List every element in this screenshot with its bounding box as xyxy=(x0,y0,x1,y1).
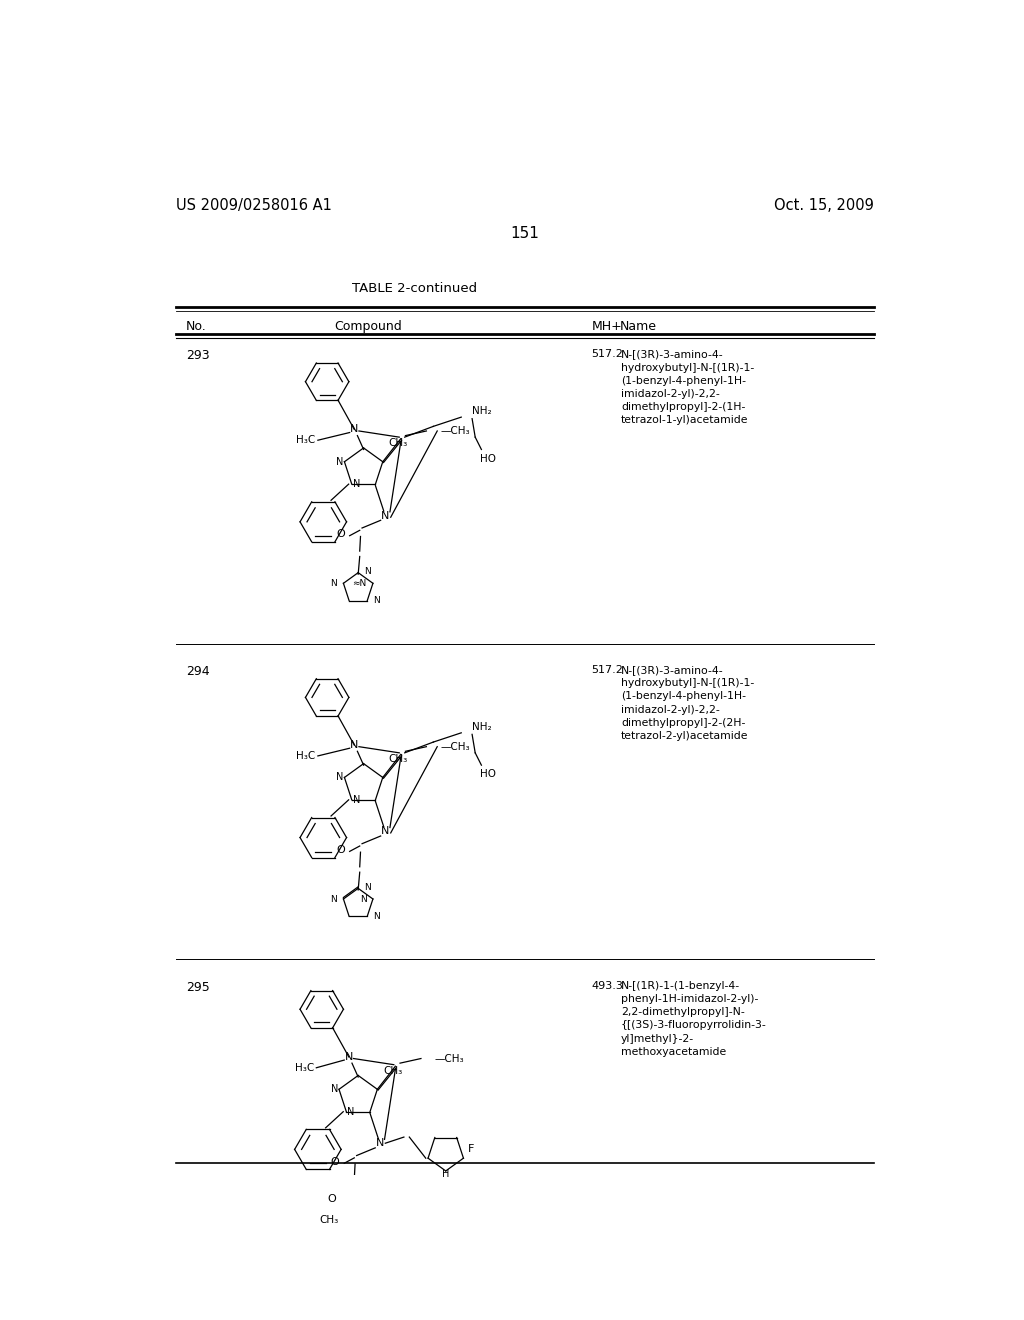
Text: 295: 295 xyxy=(186,981,210,994)
Text: N-[(3R)-3-amino-4-
hydroxybutyl]-N-[(1R)-1-
(1-benzyl-4-phenyl-1H-
imidazol-2-yl: N-[(3R)-3-amino-4- hydroxybutyl]-N-[(1R)… xyxy=(621,665,754,741)
Text: N: N xyxy=(374,597,380,605)
Text: CH₃: CH₃ xyxy=(388,438,408,449)
Text: N-[(1R)-1-(1-benzyl-4-
phenyl-1H-imidazol-2-yl)-
2,2-dimethylpropyl]-N-
{[(3S)-3: N-[(1R)-1-(1-benzyl-4- phenyl-1H-imidazo… xyxy=(621,981,767,1057)
Text: 517.2: 517.2 xyxy=(592,665,624,675)
Text: NH₂: NH₂ xyxy=(472,407,492,416)
Text: N: N xyxy=(365,568,371,577)
Text: —CH₃: —CH₃ xyxy=(440,426,470,436)
Text: N: N xyxy=(336,772,343,783)
Text: N: N xyxy=(350,425,358,434)
Text: O: O xyxy=(327,1193,336,1204)
Text: N: N xyxy=(331,1084,338,1094)
Text: N: N xyxy=(360,895,367,903)
Text: CH₃: CH₃ xyxy=(383,1065,402,1076)
Text: CH₃: CH₃ xyxy=(319,1216,339,1225)
Text: 517.2: 517.2 xyxy=(592,350,624,359)
Text: N: N xyxy=(331,578,337,587)
Text: F: F xyxy=(467,1143,474,1154)
Text: 293: 293 xyxy=(186,350,210,363)
Text: N: N xyxy=(381,511,389,520)
Text: O: O xyxy=(336,845,345,855)
Text: O: O xyxy=(336,529,345,539)
Text: N: N xyxy=(352,479,360,490)
Text: Oct. 15, 2009: Oct. 15, 2009 xyxy=(774,198,873,214)
Text: N: N xyxy=(350,741,358,750)
Text: MH+: MH+ xyxy=(592,319,623,333)
Text: N-[(3R)-3-amino-4-
hydroxybutyl]-N-[(1R)-1-
(1-benzyl-4-phenyl-1H-
imidazol-2-yl: N-[(3R)-3-amino-4- hydroxybutyl]-N-[(1R)… xyxy=(621,350,754,425)
Text: US 2009/0258016 A1: US 2009/0258016 A1 xyxy=(176,198,332,214)
Text: ≈N: ≈N xyxy=(352,578,367,587)
Text: H₃C: H₃C xyxy=(296,751,315,760)
Text: 294: 294 xyxy=(186,665,210,678)
Text: N: N xyxy=(352,795,360,805)
Text: O: O xyxy=(331,1156,340,1167)
Text: N: N xyxy=(347,1106,354,1117)
Text: N: N xyxy=(331,895,337,903)
Text: CH₃: CH₃ xyxy=(388,754,408,764)
Text: Compound: Compound xyxy=(335,319,402,333)
Text: HO: HO xyxy=(480,454,496,463)
Text: N: N xyxy=(345,1052,353,1063)
Text: H: H xyxy=(442,1170,450,1179)
Text: N: N xyxy=(336,457,343,467)
Text: N: N xyxy=(376,1138,384,1148)
Text: Name: Name xyxy=(621,319,657,333)
Text: 151: 151 xyxy=(510,226,540,242)
Text: 493.3: 493.3 xyxy=(592,981,624,991)
Text: HO: HO xyxy=(480,770,496,779)
Text: NH₂: NH₂ xyxy=(472,722,492,731)
Text: N: N xyxy=(381,826,389,837)
Text: —CH₃: —CH₃ xyxy=(435,1053,465,1064)
Text: N: N xyxy=(374,912,380,921)
Text: No.: No. xyxy=(186,319,207,333)
Text: H₃C: H₃C xyxy=(295,1063,314,1073)
Text: H₃C: H₃C xyxy=(296,436,315,445)
Text: —CH₃: —CH₃ xyxy=(440,742,470,751)
Text: TABLE 2-continued: TABLE 2-continued xyxy=(352,282,477,296)
Text: N: N xyxy=(365,883,371,892)
